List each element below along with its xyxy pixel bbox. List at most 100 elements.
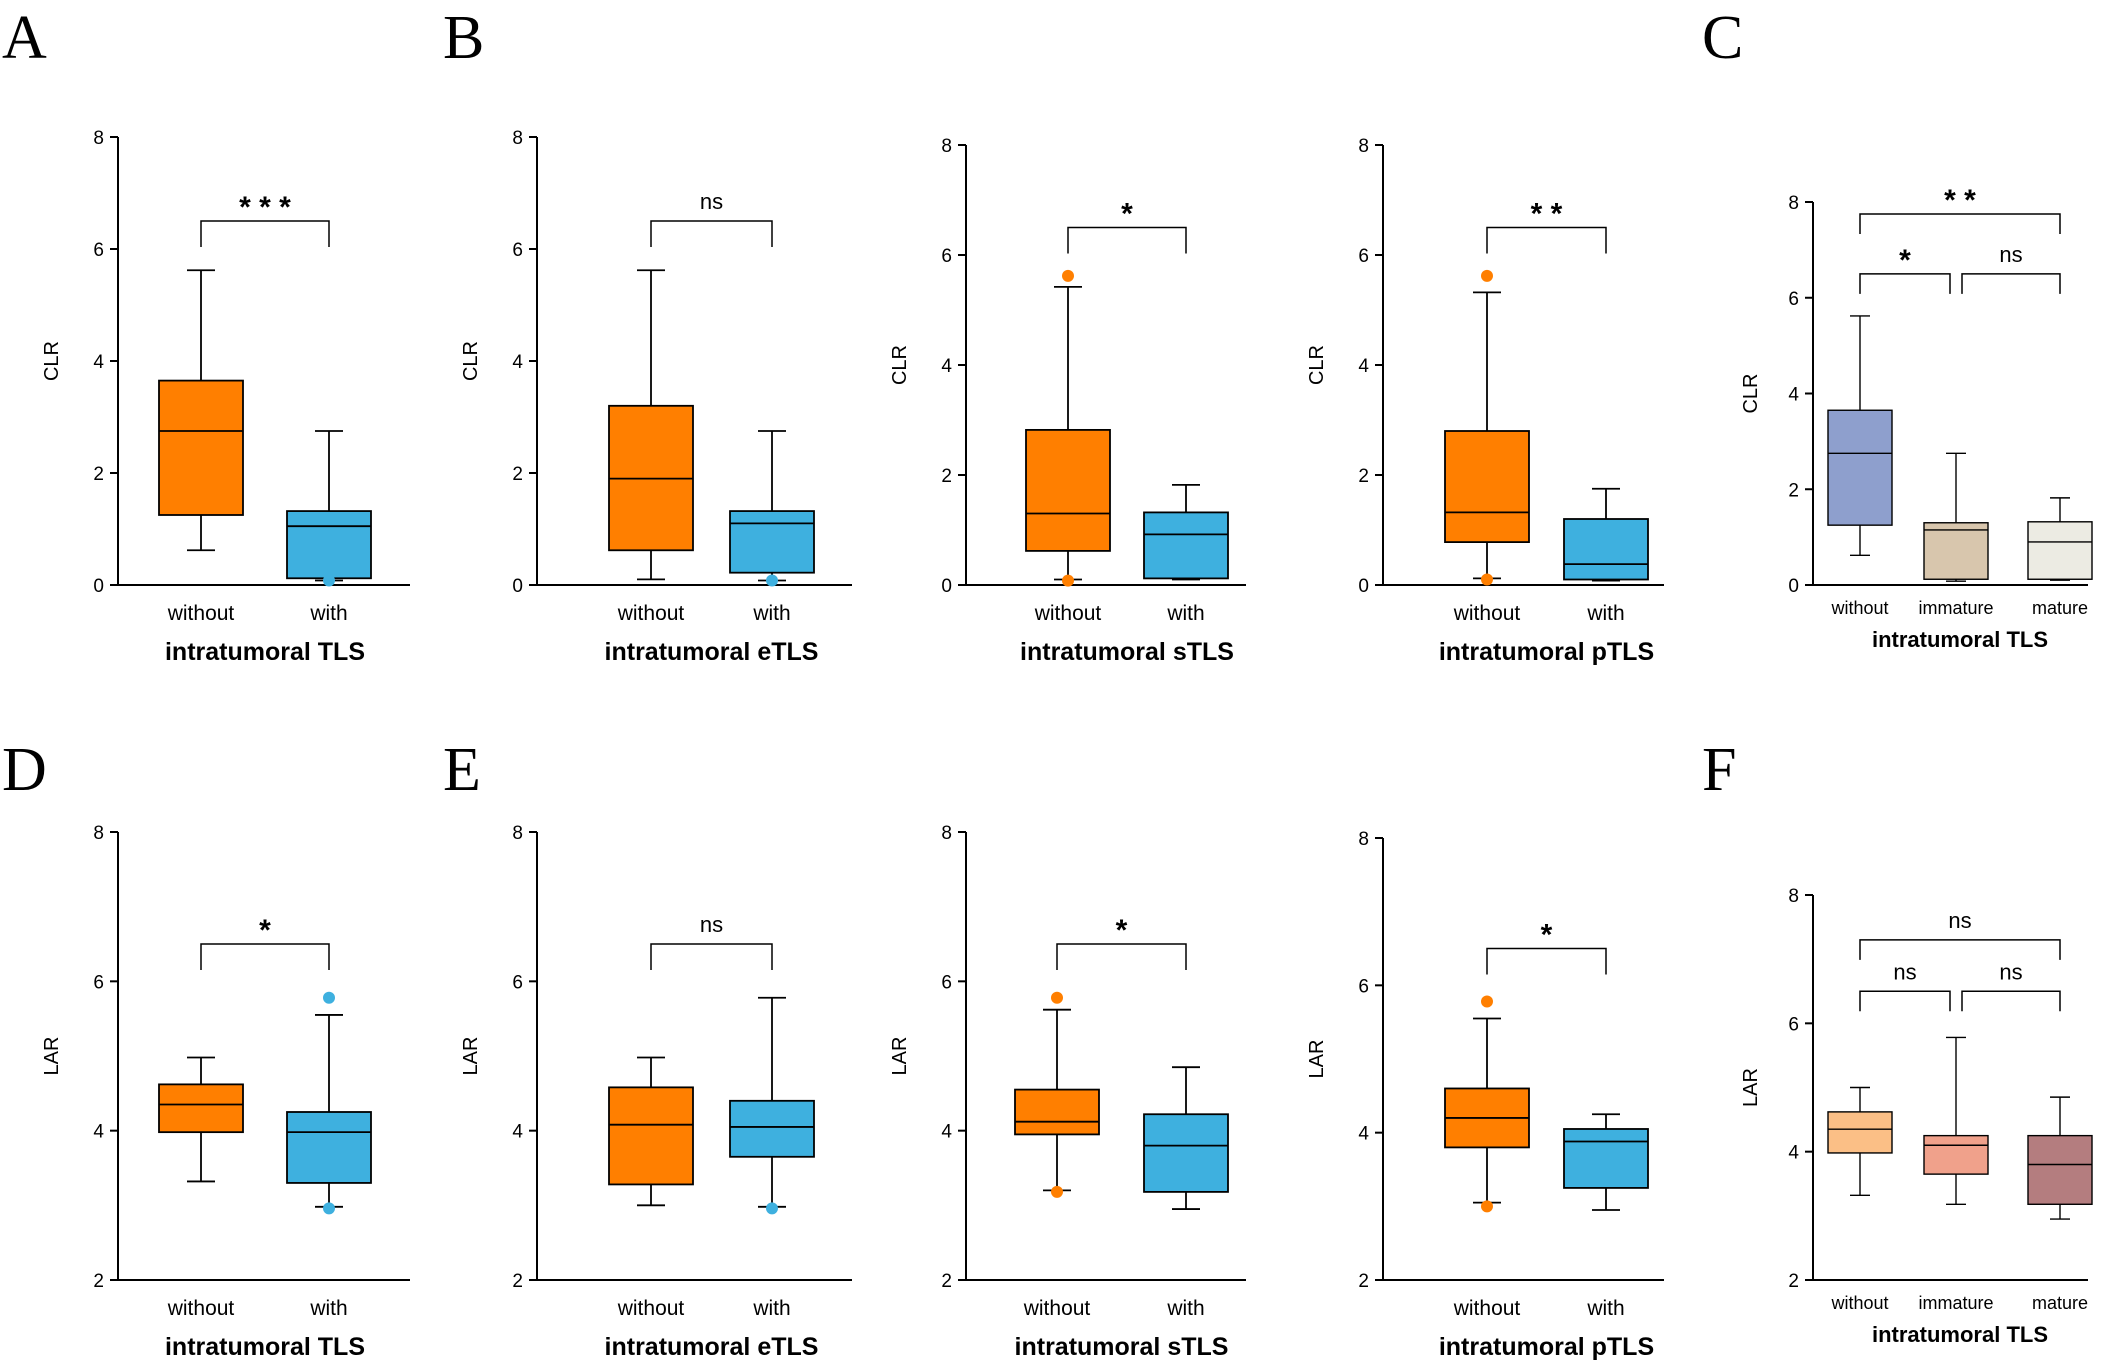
y-tick-label: 8 bbox=[1788, 886, 1799, 907]
significance-label: ns bbox=[1948, 908, 1971, 933]
x-axis-title: intratumoral TLS bbox=[1872, 1322, 2048, 1347]
y-axis-title: CLR bbox=[1306, 345, 1328, 385]
y-axis-title: LAR bbox=[460, 1037, 482, 1076]
y-tick-label: 6 bbox=[1788, 289, 1799, 310]
y-tick-label: 2 bbox=[1788, 480, 1799, 501]
x-axis-title: intratumoral TLS bbox=[1872, 627, 2048, 652]
iqr-box bbox=[1563, 518, 1649, 581]
iqr-box bbox=[1563, 1128, 1649, 1189]
y-axis-title: LAR bbox=[41, 1037, 63, 1076]
panel-label-b: B bbox=[443, 4, 484, 72]
significance-bracket bbox=[1486, 226, 1607, 254]
y-axis-title: CLR bbox=[1740, 373, 1762, 413]
significance-bracket bbox=[1859, 990, 1951, 1012]
x-axis-title: intratumoral eTLS bbox=[605, 1333, 819, 1361]
significance-bracket bbox=[1961, 990, 2061, 1012]
box-plot-e3-lar: 2 4 6 8 LAR without with intratumoral pTLS * bbox=[1306, 829, 1664, 1361]
y-tick-label: 0 bbox=[941, 576, 952, 597]
box-immature bbox=[1923, 452, 1989, 582]
category-label: mature bbox=[2032, 1293, 2088, 1313]
category-label: with bbox=[309, 1297, 347, 1320]
panel-label-d: D bbox=[2, 736, 47, 804]
category-label: without bbox=[167, 1297, 235, 1320]
significance-label: * bbox=[259, 914, 271, 947]
iqr-box bbox=[286, 510, 372, 580]
iqr-box bbox=[1827, 409, 1893, 526]
box-without bbox=[1025, 269, 1111, 587]
category-label: without bbox=[617, 1297, 685, 1320]
iqr-box bbox=[1923, 522, 1989, 580]
significance-label: * * bbox=[1531, 198, 1563, 231]
significance-bracket bbox=[1961, 273, 2061, 294]
panel-label-a: A bbox=[2, 4, 47, 72]
panel-label-e: E bbox=[443, 736, 481, 804]
x-axis-title: intratumoral sTLS bbox=[1015, 1333, 1229, 1361]
y-axis-title: LAR bbox=[1306, 1040, 1328, 1079]
y-tick-label: 8 bbox=[1788, 193, 1799, 214]
category-label: with bbox=[752, 1297, 790, 1320]
plots-layer: 0 2 4 6 8 CLR without with intratumoral TLS * * *… bbox=[41, 128, 2093, 1361]
category-label: immature bbox=[1918, 1293, 1993, 1313]
box-without bbox=[158, 269, 244, 552]
y-axis-title: CLR bbox=[889, 345, 911, 385]
y-tick-label: 2 bbox=[941, 1271, 952, 1292]
y-tick-label: 6 bbox=[941, 972, 952, 993]
box-without bbox=[1014, 991, 1100, 1198]
iqr-box bbox=[158, 1083, 244, 1134]
iqr-box bbox=[1923, 1134, 1989, 1175]
significance-label: * bbox=[1121, 198, 1133, 231]
y-tick-label: 0 bbox=[93, 576, 104, 597]
category-label: with bbox=[1166, 1297, 1204, 1320]
significance-label: ns bbox=[1893, 959, 1916, 984]
significance-bracket bbox=[200, 220, 330, 247]
y-tick-label: 8 bbox=[512, 128, 523, 149]
category-label: with bbox=[1586, 602, 1624, 625]
panel-label-c: C bbox=[1702, 4, 1743, 72]
y-tick-label: 4 bbox=[1788, 385, 1799, 406]
y-tick-label: 8 bbox=[93, 128, 104, 149]
outlier-point bbox=[1062, 269, 1074, 282]
box-plot-b3-clr: 0 2 4 6 8 CLR without with intratumoral pTLS * * bbox=[1306, 136, 1664, 666]
box-plot-f-lar: 2 4 6 8 LAR without immature mature intratumoral… bbox=[1740, 886, 2093, 1347]
box-plot-b1-clr: 0 2 4 6 8 CLR without with intratumoral eTLS ns bbox=[460, 128, 852, 666]
category-label: mature bbox=[2032, 598, 2088, 618]
significance-label: ns bbox=[700, 912, 723, 937]
box-plot-e1-lar: 2 4 6 8 LAR without with intratumoral eTLS ns bbox=[460, 823, 852, 1361]
y-tick-label: 6 bbox=[1358, 246, 1369, 267]
y-tick-label: 4 bbox=[512, 1122, 523, 1143]
outlier-point bbox=[323, 574, 335, 587]
iqr-box bbox=[1827, 1111, 1893, 1154]
significance-bracket bbox=[1486, 947, 1607, 975]
box-with bbox=[286, 991, 372, 1215]
iqr-box bbox=[729, 1099, 815, 1158]
significance-bracket bbox=[1067, 226, 1187, 254]
x-axis-title: intratumoral sTLS bbox=[1020, 638, 1234, 666]
significance-label: * bbox=[1899, 244, 1911, 277]
category-label: without bbox=[1453, 602, 1521, 625]
significance-bracket bbox=[1056, 943, 1187, 970]
box-mature bbox=[2027, 1096, 2093, 1220]
box-with bbox=[729, 996, 815, 1215]
outlier-point bbox=[1481, 573, 1493, 586]
panel-label-f: F bbox=[1702, 736, 1736, 804]
outlier-point bbox=[323, 991, 335, 1004]
x-axis-title: intratumoral eTLS bbox=[605, 638, 819, 666]
y-axis-title: CLR bbox=[460, 341, 482, 381]
iqr-box bbox=[2027, 521, 2093, 580]
y-tick-label: 4 bbox=[1358, 356, 1369, 377]
iqr-box bbox=[1143, 511, 1229, 580]
box-with bbox=[729, 430, 815, 587]
x-axis-title: intratumoral TLS bbox=[165, 638, 365, 666]
y-axis-title: CLR bbox=[41, 341, 63, 381]
outlier-point bbox=[1481, 995, 1493, 1008]
x-axis-title: intratumoral pTLS bbox=[1439, 1333, 1654, 1361]
box-without bbox=[1827, 315, 1893, 557]
outlier-point bbox=[323, 1202, 335, 1215]
box-with bbox=[1143, 483, 1229, 581]
y-tick-label: 2 bbox=[1358, 1271, 1369, 1292]
box-plot-a-clr: 0 2 4 6 8 CLR without with intratumoral TLS * * * bbox=[41, 128, 410, 666]
y-tick-label: 6 bbox=[941, 246, 952, 267]
outlier-point bbox=[1051, 1185, 1063, 1198]
y-tick-label: 4 bbox=[93, 1122, 104, 1143]
